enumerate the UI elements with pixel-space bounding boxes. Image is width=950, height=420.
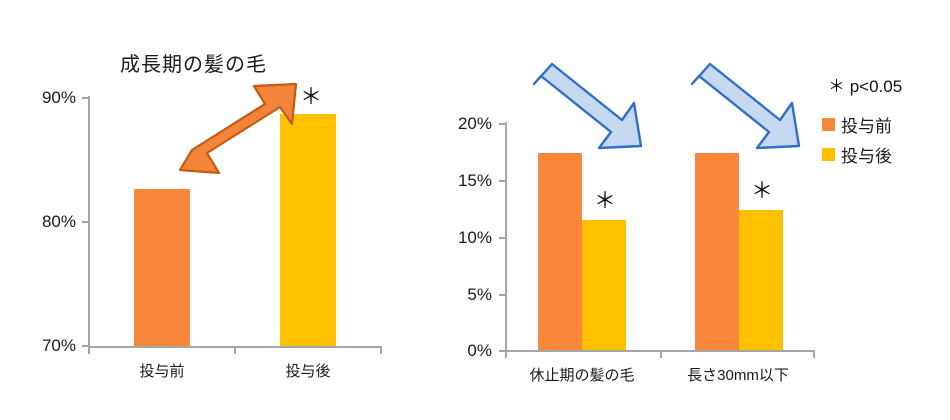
x-tick-label-anagen-after: 投与後 — [285, 363, 331, 380]
x-tick-end-right — [813, 350, 815, 358]
legend-swatch-after — [822, 148, 835, 161]
plot-area-anagen: 90% 80% 70% ＊ 投与前 投与後 — [0, 0, 430, 420]
y-tick-label-20: 20% — [457, 114, 492, 133]
x-tick-label-short: 長さ30mm以下 — [687, 367, 789, 384]
legend-pvalue-note: ＊ p<0.05 — [828, 77, 903, 96]
y-tick-label-5: 5% — [467, 285, 492, 304]
legend: ＊ p<0.05 投与前 投与後 — [820, 0, 950, 200]
x-tick-mid — [234, 346, 236, 354]
legend-item-after[interactable]: 投与後 — [822, 142, 892, 167]
x-tick-label-anagen-before: 投与前 — [139, 363, 185, 380]
bar-short-before — [695, 153, 739, 350]
y-tick-label-15: 15% — [457, 171, 492, 190]
legend-item-before[interactable]: 投与前 — [822, 112, 892, 137]
legend-label-before: 投与前 — [841, 117, 892, 136]
chart-anagen: 成長期の髪の毛 90% 80% 70% ＊ — [0, 0, 430, 420]
bar-short-after — [739, 210, 783, 350]
y-axis-line-anagen — [88, 96, 90, 348]
y-tick-80 — [82, 221, 89, 223]
y-tick-10 — [499, 237, 506, 239]
bar-telogen-before — [538, 153, 582, 350]
significance-star-anagen-after: ＊ — [300, 84, 323, 109]
legend-label-after: 投与後 — [841, 147, 892, 166]
x-tick-start — [88, 346, 90, 354]
x-tick-mid-right — [660, 350, 662, 358]
significance-star-short-after: ＊ — [751, 178, 774, 203]
y-tick-label-70: 70% — [41, 336, 76, 355]
legend-swatch-before — [822, 118, 835, 131]
y-tick-label-90: 90% — [41, 88, 76, 107]
significance-star-telogen-after: ＊ — [594, 188, 617, 213]
x-tick-end — [380, 346, 382, 354]
down-trend-arrow-icon-2 — [690, 62, 801, 150]
x-tick-label-telogen: 休止期の髪の毛 — [529, 367, 635, 384]
y-tick-90 — [82, 97, 89, 99]
bar-telogen-after — [582, 220, 626, 350]
y-tick-20 — [499, 123, 506, 125]
y-tick-15 — [499, 180, 506, 182]
chart-telogen-short: 20% 15% 10% 5% 0% ＊ ＊ 休止期の髪の毛 長さ30mm以下 — [450, 0, 950, 420]
plot-area-telogen-short: 20% 15% 10% 5% 0% ＊ ＊ 休止期の髪の毛 長さ30mm以下 — [450, 0, 950, 420]
bar-anagen-before — [134, 189, 190, 346]
chart-title-anagen: 成長期の髪の毛 — [120, 54, 267, 76]
y-tick-0 — [499, 350, 506, 352]
y-tick-label-80: 80% — [41, 212, 76, 231]
y-tick-70 — [82, 345, 89, 347]
up-trend-arrow-icon — [178, 82, 298, 175]
x-tick-start-right — [505, 350, 507, 358]
down-trend-arrow-icon-1 — [532, 62, 643, 150]
bar-anagen-after — [280, 114, 336, 346]
y-tick-label-0: 0% — [467, 341, 492, 360]
y-axis-line-right — [505, 122, 507, 352]
y-tick-5 — [499, 294, 506, 296]
y-tick-label-10: 10% — [457, 228, 492, 247]
